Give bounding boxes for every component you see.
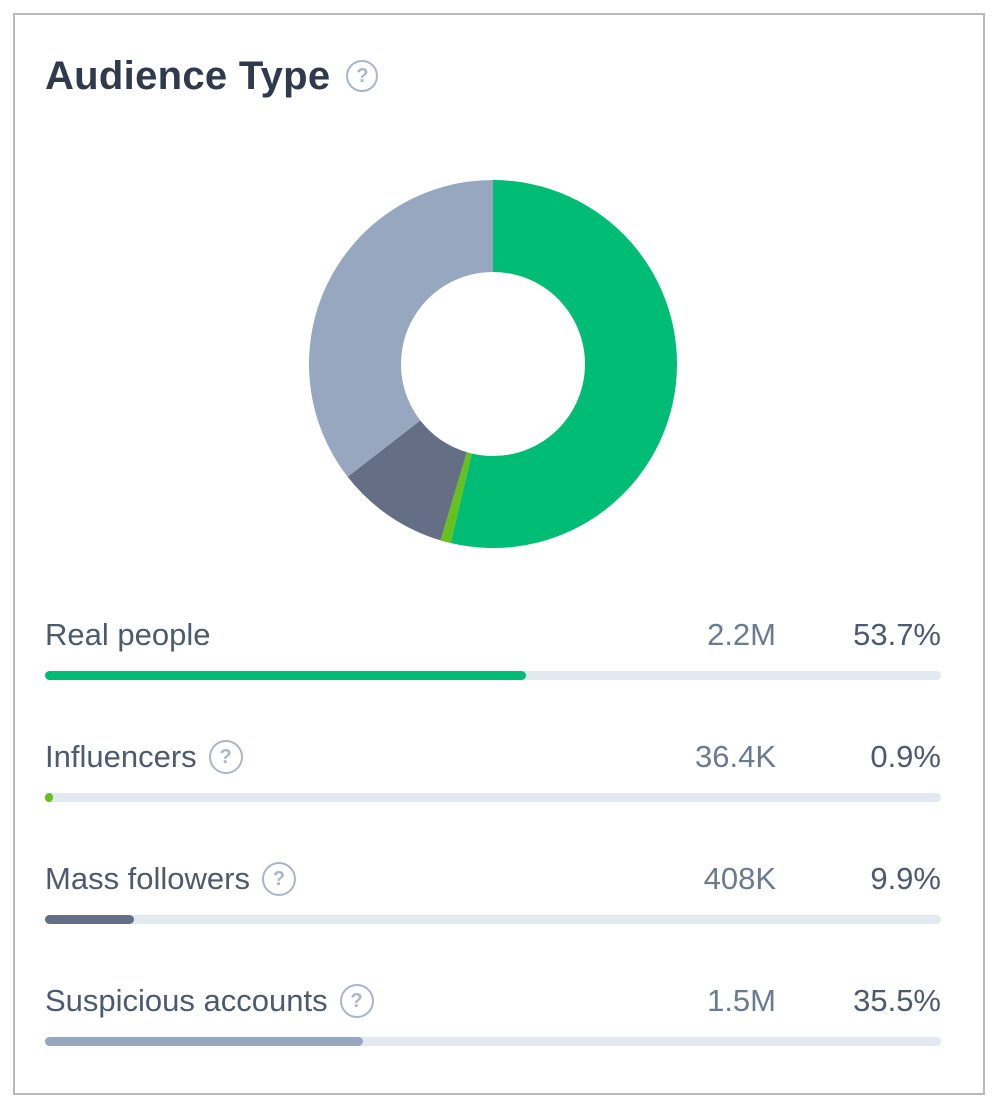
audience-breakdown-list: Real people 2.2M 53.7% Influencers ? 36.… (45, 611, 941, 1099)
row-percent: 9.9% (870, 861, 941, 896)
audience-row-mass-followers: Mass followers ? 408K 9.9% (45, 855, 941, 977)
audience-row-influencers: Influencers ? 36.4K 0.9% (45, 733, 941, 855)
row-label: Real people (45, 617, 211, 652)
progress-fill (45, 793, 54, 802)
donut-slice-suspicious-accounts[interactable] (309, 180, 493, 477)
card-header: Audience Type ? (45, 51, 379, 101)
progress-fill (45, 1037, 364, 1046)
progress-track (45, 793, 941, 802)
donut-slice-real-people[interactable] (450, 180, 677, 548)
row-count: 408K (703, 861, 776, 896)
row-header: Real people 2.2M 53.7% (45, 611, 941, 659)
row-label: Suspicious accounts (45, 983, 328, 1018)
row-percent: 0.9% (870, 739, 941, 774)
audience-row-suspicious-accounts: Suspicious accounts ? 1.5M 35.5% (45, 977, 941, 1099)
donut-slice-influencers[interactable] (440, 452, 472, 544)
row-header: Suspicious accounts ? 1.5M 35.5% (45, 977, 941, 1025)
row-header: Influencers ? 36.4K 0.9% (45, 733, 941, 781)
progress-track (45, 915, 941, 924)
row-count: 1.5M (707, 983, 776, 1018)
progress-fill (45, 671, 527, 680)
row-percent: 53.7% (853, 617, 941, 652)
help-icon[interactable]: ? (208, 740, 243, 774)
row-label: Influencers (45, 739, 197, 774)
card-title: Audience Type (45, 53, 331, 98)
progress-track (45, 1037, 941, 1046)
donut-slice-mass-followers[interactable] (347, 420, 467, 541)
row-count: 2.2M (707, 617, 776, 652)
audience-row-real-people: Real people 2.2M 53.7% (45, 611, 941, 733)
row-percent: 35.5% (853, 983, 941, 1018)
audience-type-card: Audience Type ? Real people 2.2M 53.7% I… (13, 13, 985, 1095)
help-icon[interactable]: ? (346, 60, 379, 92)
help-icon[interactable]: ? (262, 862, 296, 896)
row-count: 36.4K (694, 739, 776, 774)
progress-fill (45, 915, 134, 924)
progress-track (45, 671, 941, 680)
row-label: Mass followers (45, 861, 250, 896)
row-header: Mass followers ? 408K 9.9% (45, 855, 941, 903)
donut-chart (309, 180, 677, 548)
help-icon[interactable]: ? (339, 984, 374, 1018)
